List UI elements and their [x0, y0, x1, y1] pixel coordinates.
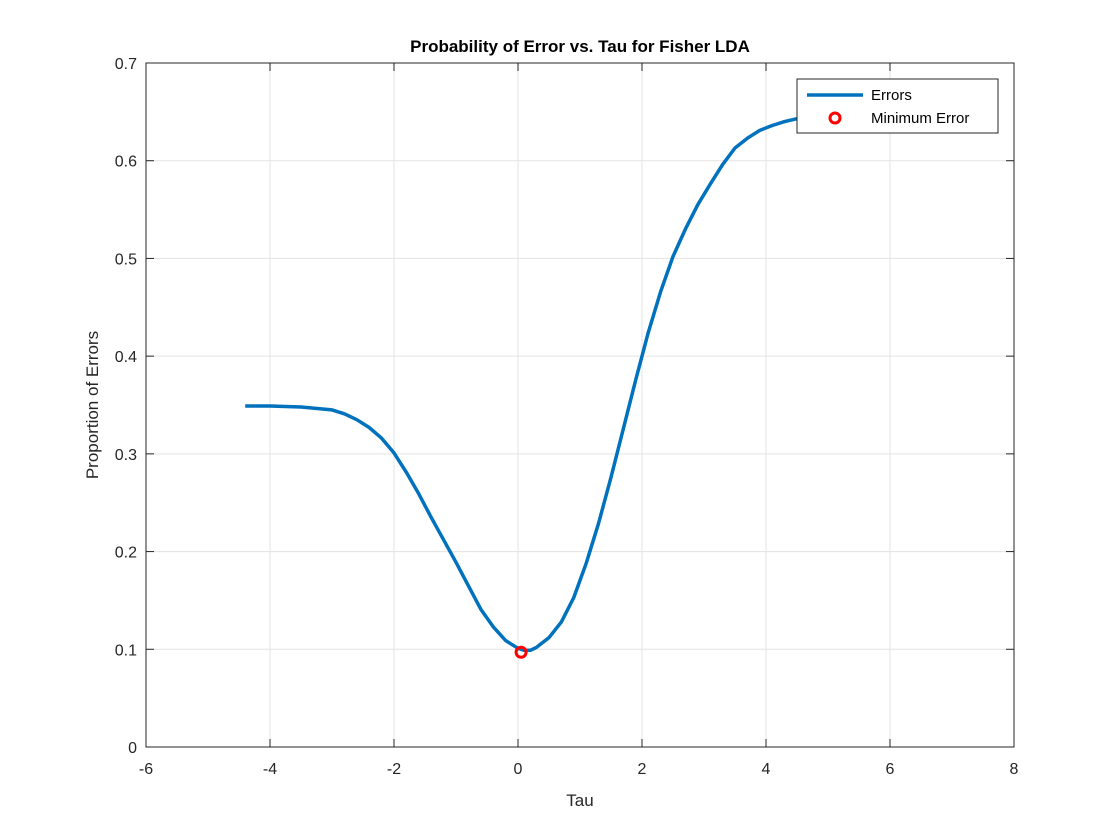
x-tick-labels: -6 -4 -2 0 2 4 6 8: [139, 761, 1019, 778]
legend-box: [796, 78, 999, 134]
y-tick-labels: 0 0.1 0.2 0.3 0.4 0.5 0.6 0.7: [115, 56, 137, 757]
y-tick-label: 0.3: [115, 447, 137, 464]
legend-minimum-error-marker: [828, 111, 842, 125]
x-tick-label: 2: [638, 761, 647, 778]
x-tick-label: 4: [762, 761, 771, 778]
y-tick-label: 0.4: [115, 349, 137, 366]
chart-title: Probability of Error vs. Tau for Fisher …: [410, 37, 750, 56]
x-tick-label: -2: [387, 761, 401, 778]
errors-series-line: [245, 116, 798, 653]
legend-errors-label: Errors: [871, 87, 912, 104]
y-tick-label: 0.1: [115, 642, 137, 659]
y-tick-label: 0: [128, 740, 137, 757]
x-tick-label: 0: [514, 761, 523, 778]
y-tick-label: 0.6: [115, 154, 137, 171]
series-layer: [245, 116, 798, 659]
x-tick-label: -4: [263, 761, 277, 778]
legend: Errors Minimum Error: [796, 78, 999, 134]
grid-lines: [146, 63, 1014, 747]
tick-marks: [145, 62, 1015, 748]
plot-frame: [145, 62, 1015, 748]
minimum-error-marker: [514, 645, 528, 659]
x-tick-label: 6: [886, 761, 895, 778]
y-tick-label: 0.2: [115, 545, 137, 562]
legend-minimum-error-label: Minimum Error: [871, 110, 969, 127]
y-tick-label: 0.7: [115, 56, 137, 73]
y-tick-label: 0.5: [115, 251, 137, 268]
y-axis-label: Proportion of Errors: [83, 331, 102, 479]
x-axis-label: Tau: [566, 791, 593, 810]
x-tick-label: -6: [139, 761, 153, 778]
x-tick-label: 8: [1010, 761, 1019, 778]
